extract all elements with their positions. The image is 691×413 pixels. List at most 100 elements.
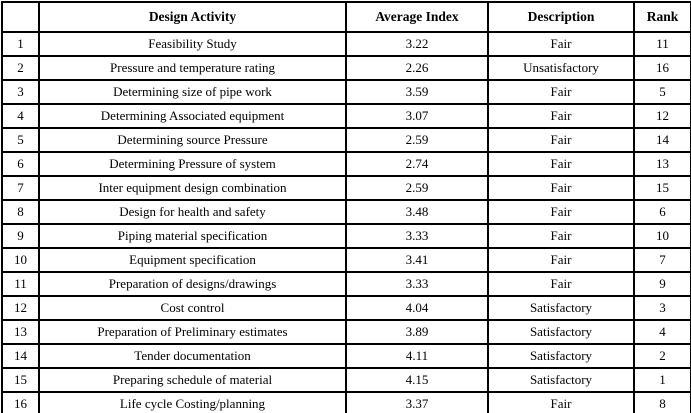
table-row: 1 Feasibility Study 3.22 Fair 11 [1, 31, 691, 57]
cell-number: 8 [1, 199, 40, 225]
cell-number: 14 [1, 343, 40, 369]
cell-average-index: 3.33 [345, 223, 489, 249]
cell-rank: 6 [633, 199, 691, 225]
cell-description: Fair [487, 271, 635, 297]
cell-average-index: 3.33 [345, 271, 489, 297]
table-row: 11 Preparation of designs/drawings 3.33 Fai… [1, 271, 691, 297]
cell-description: Unsatisfactory [487, 55, 635, 81]
cell-design-activity: Preparing schedule of material [38, 367, 347, 393]
cell-average-index: 3.48 [345, 199, 489, 225]
table-row: 6 Determining Pressure of system 2.74 Fair 1… [1, 151, 691, 177]
cell-rank: 14 [633, 127, 691, 153]
column-header-description: Description [487, 1, 635, 33]
cell-number: 11 [1, 271, 40, 297]
table-row: 10 Equipment specification 3.41 Fair 7 [1, 247, 691, 273]
table-row: 16 Life cycle Costing/planning 3.37 Fair 8 [1, 391, 691, 413]
cell-number: 15 [1, 367, 40, 393]
cell-number: 6 [1, 151, 40, 177]
cell-average-index: 3.89 [345, 319, 489, 345]
cell-description: Fair [487, 175, 635, 201]
cell-rank: 9 [633, 271, 691, 297]
cell-description: Satisfactory [487, 295, 635, 321]
column-header-number [1, 1, 40, 33]
cell-design-activity: Cost control [38, 295, 347, 321]
cell-rank: 2 [633, 343, 691, 369]
cell-rank: 10 [633, 223, 691, 249]
cell-description: Satisfactory [487, 319, 635, 345]
cell-number: 3 [1, 79, 40, 105]
table-row: 2 Pressure and temperature rating 2.26 Unsa… [1, 55, 691, 81]
cell-rank: 15 [633, 175, 691, 201]
cell-number: 16 [1, 391, 40, 413]
cell-design-activity: Preparation of Preliminary estimates [38, 319, 347, 345]
cell-average-index: 2.59 [345, 127, 489, 153]
cell-description: Fair [487, 103, 635, 129]
cell-description: Satisfactory [487, 367, 635, 393]
cell-description: Fair [487, 223, 635, 249]
column-header-design-activity: Design Activity [38, 1, 347, 33]
cell-number: 4 [1, 103, 40, 129]
cell-description: Fair [487, 79, 635, 105]
cell-design-activity: Determining size of pipe work [38, 79, 347, 105]
cell-rank: 16 [633, 55, 691, 81]
cell-design-activity: Piping material specification [38, 223, 347, 249]
cell-rank: 1 [633, 367, 691, 393]
cell-number: 10 [1, 247, 40, 273]
cell-description: Fair [487, 199, 635, 225]
cell-number: 9 [1, 223, 40, 249]
cell-design-activity: Pressure and temperature rating [38, 55, 347, 81]
cell-rank: 3 [633, 295, 691, 321]
cell-description: Fair [487, 247, 635, 273]
cell-design-activity: Determining Pressure of system [38, 151, 347, 177]
cell-number: 5 [1, 127, 40, 153]
table-row: 3 Determining size of pipe work 3.59 Fair 5 [1, 79, 691, 105]
cell-design-activity: Determining Associated equipment [38, 103, 347, 129]
cell-average-index: 3.37 [345, 391, 489, 413]
table-row: 9 Piping material specification 3.33 Fair 10 [1, 223, 691, 249]
cell-rank: 4 [633, 319, 691, 345]
cell-number: 7 [1, 175, 40, 201]
cell-number: 12 [1, 295, 40, 321]
cell-description: Satisfactory [487, 343, 635, 369]
cell-average-index: 3.22 [345, 31, 489, 57]
cell-average-index: 4.04 [345, 295, 489, 321]
cell-rank: 13 [633, 151, 691, 177]
cell-rank: 12 [633, 103, 691, 129]
cell-rank: 5 [633, 79, 691, 105]
cell-description: Fair [487, 127, 635, 153]
cell-design-activity: Design for health and safety [38, 199, 347, 225]
table-row: 15 Preparing schedule of material 4.15 Sati… [1, 367, 691, 393]
cell-average-index: 4.15 [345, 367, 489, 393]
table-row: 8 Design for health and safety 3.48 Fair 6 [1, 199, 691, 225]
table-header: Design Activity Average Index Descriptio… [1, 1, 691, 33]
cell-average-index: 2.59 [345, 175, 489, 201]
cell-design-activity: Inter equipment design combination [38, 175, 347, 201]
cell-description: Fair [487, 151, 635, 177]
table-row: 5 Determining source Pressure 2.59 Fair 14 [1, 127, 691, 153]
cell-average-index: 3.07 [345, 103, 489, 129]
cell-design-activity: Tender documentation [38, 343, 347, 369]
cell-rank: 8 [633, 391, 691, 413]
cell-average-index: 3.41 [345, 247, 489, 273]
cell-number: 2 [1, 55, 40, 81]
header-row: Design Activity Average Index Descriptio… [1, 1, 691, 33]
cell-average-index: 3.59 [345, 79, 489, 105]
cell-number: 1 [1, 31, 40, 57]
cell-average-index: 4.11 [345, 343, 489, 369]
table-row: 7 Inter equipment design combination 2.59 F… [1, 175, 691, 201]
cell-design-activity: Life cycle Costing/planning [38, 391, 347, 413]
table-body: 1 Feasibility Study 3.22 Fair 11 2 Pressure an… [1, 31, 691, 413]
cell-description: Fair [487, 31, 635, 57]
column-header-average-index: Average Index [345, 1, 489, 33]
cell-rank: 7 [633, 247, 691, 273]
cell-design-activity: Determining source Pressure [38, 127, 347, 153]
cell-design-activity: Preparation of designs/drawings [38, 271, 347, 297]
cell-description: Fair [487, 391, 635, 413]
column-header-rank: Rank [633, 1, 691, 33]
cell-average-index: 2.26 [345, 55, 489, 81]
cell-average-index: 2.74 [345, 151, 489, 177]
cell-number: 13 [1, 319, 40, 345]
table-row: 4 Determining Associated equipment 3.07 Fai… [1, 103, 691, 129]
